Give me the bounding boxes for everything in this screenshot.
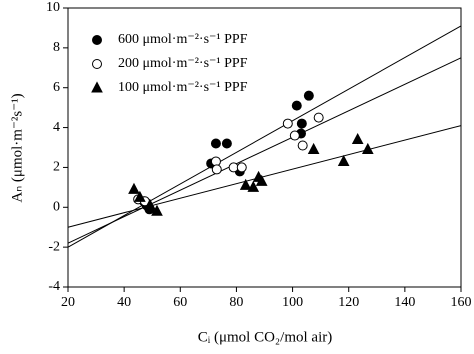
trend-line — [67, 125, 462, 228]
point — [351, 132, 364, 145]
point — [247, 180, 260, 192]
point — [144, 198, 156, 210]
point — [211, 164, 222, 175]
point — [337, 154, 350, 166]
legend-marker — [92, 35, 102, 45]
x-tick-label: 140 — [394, 295, 415, 310]
x-tick-label: 20 — [61, 295, 75, 310]
point — [296, 118, 307, 129]
legend-label: 100 μmol·m⁻²·s⁻¹ PPF — [118, 80, 248, 95]
legend-marker — [92, 59, 102, 69]
legend-marker — [91, 81, 103, 93]
point — [255, 174, 268, 186]
point — [313, 112, 324, 123]
x-axis-label: Cᵢ (μmol CO₂/mol air) — [198, 329, 332, 345]
point — [282, 118, 293, 129]
point — [128, 182, 140, 194]
x-tick-label: 80 — [229, 295, 243, 310]
x-tick-label: 120 — [338, 295, 359, 310]
point — [291, 100, 302, 111]
y-tick-label: -4 — [48, 279, 60, 294]
point — [151, 204, 163, 216]
point — [289, 130, 300, 141]
legend-label: 600 μmol·m⁻²·s⁻¹ PPF — [118, 32, 248, 47]
y-tick-label: 0 — [53, 200, 60, 215]
point — [361, 142, 374, 154]
y-axis-label: Aₙ (μmol·m⁻²s⁻¹) — [9, 93, 25, 202]
point — [221, 138, 232, 149]
point — [303, 90, 314, 101]
y-tick-label: 8 — [53, 40, 60, 55]
x-tick-label: 100 — [282, 295, 303, 310]
x-tick-label: 40 — [117, 295, 131, 310]
point — [210, 138, 221, 149]
point — [297, 140, 308, 151]
y-tick-label: 2 — [53, 160, 60, 175]
point — [134, 190, 146, 202]
y-tick-label: -2 — [48, 239, 60, 254]
x-tick-label: 60 — [173, 295, 187, 310]
plot-frame — [67, 7, 462, 288]
point — [236, 162, 247, 173]
point — [239, 178, 252, 190]
y-tick-label: 10 — [46, 0, 60, 15]
y-tick-label: 6 — [53, 80, 60, 95]
x-tick-label: 160 — [451, 295, 472, 310]
legend-label: 200 μmol·m⁻²·s⁻¹ PPF — [118, 56, 248, 71]
point — [307, 142, 320, 154]
y-tick-label: 4 — [53, 120, 60, 135]
trend-line — [67, 57, 462, 244]
